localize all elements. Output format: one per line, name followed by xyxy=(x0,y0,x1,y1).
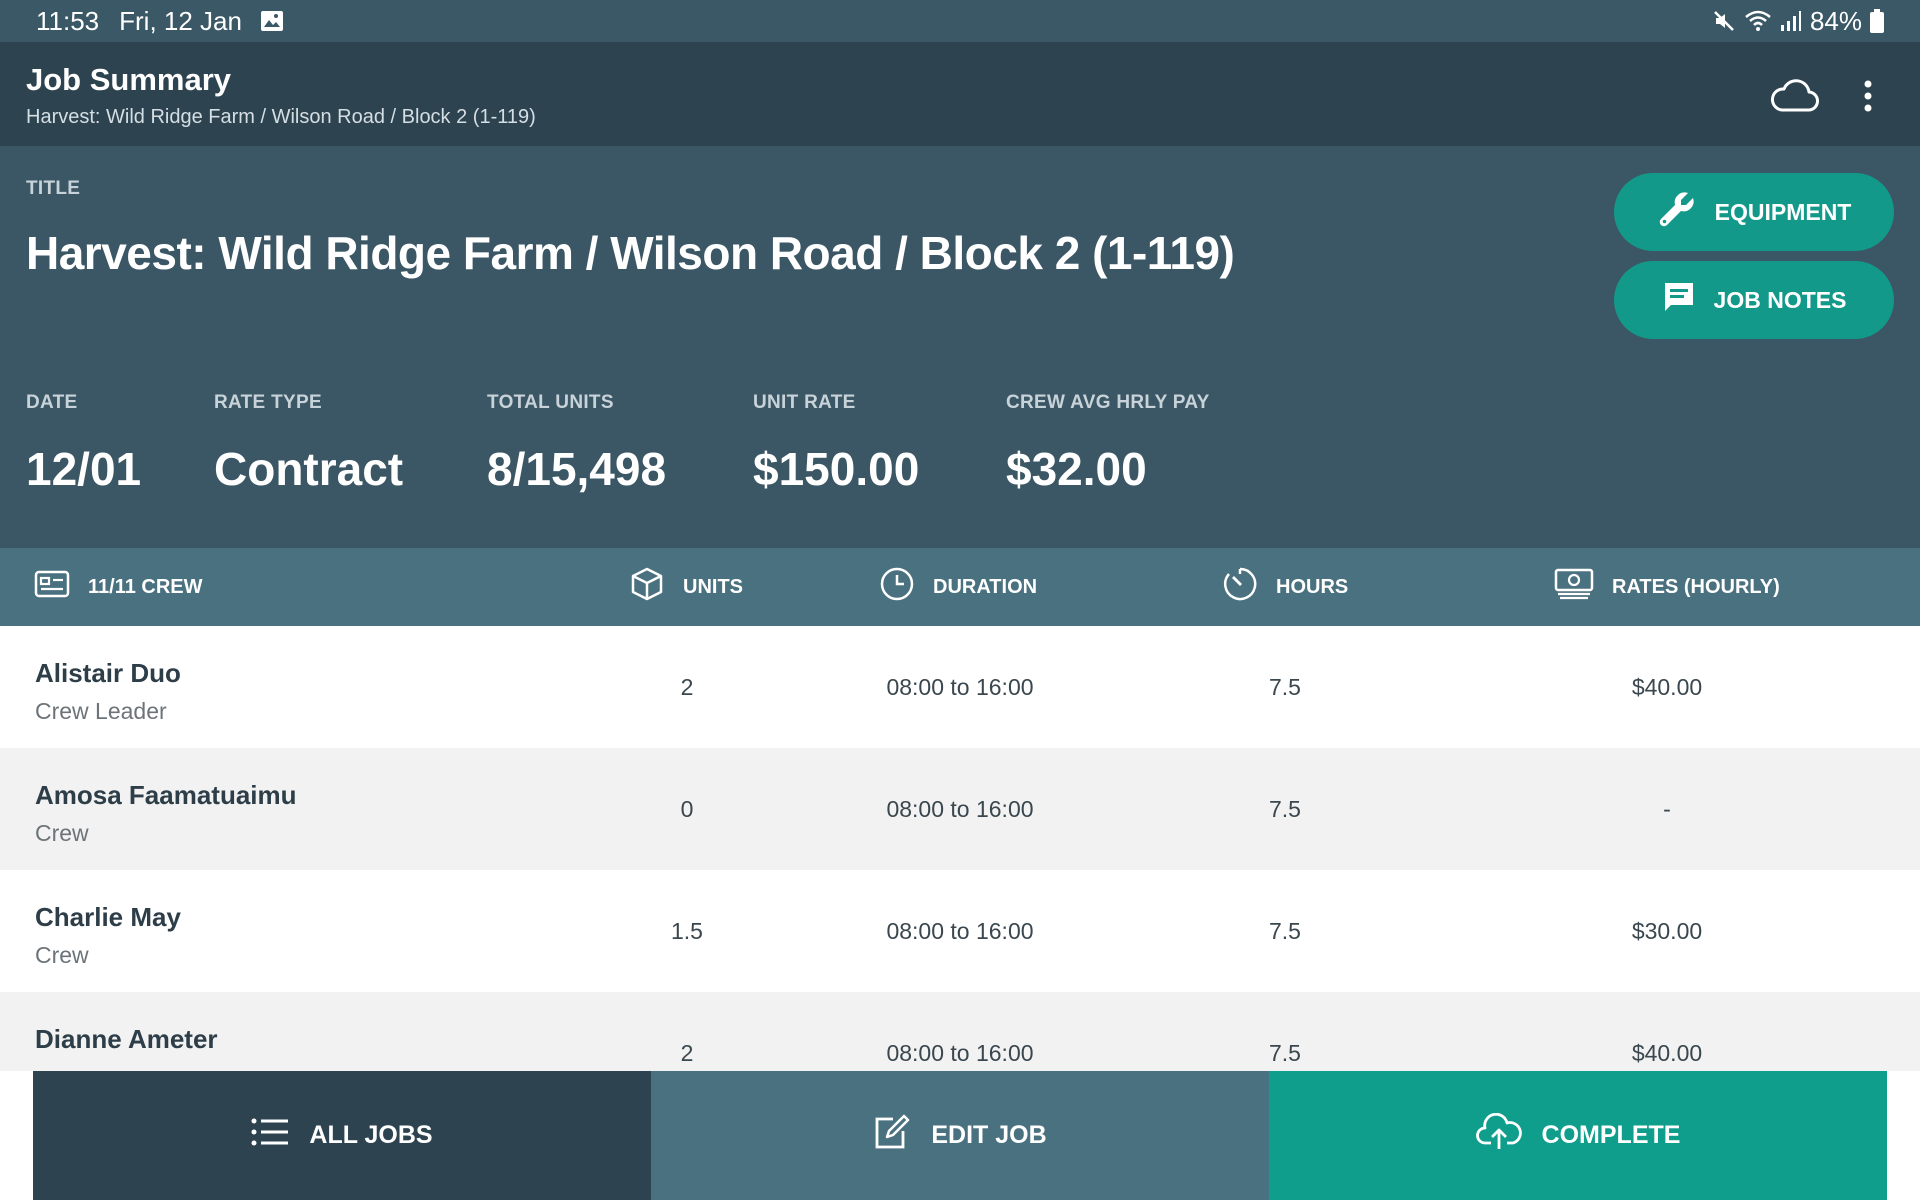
rates-header-label: RATES (HOURLY) xyxy=(1612,575,1780,598)
hours-column-header[interactable]: HOURS xyxy=(1222,548,1348,626)
crew-name: Dianne Ameter xyxy=(35,1024,218,1054)
cube-icon xyxy=(629,566,665,608)
units-cell: 0 xyxy=(680,795,694,822)
table-row[interactable]: Charlie May Crew 1.5 08:00 to 16:00 7.5 … xyxy=(0,870,1920,992)
crew-table-header: 11/11 CREW UNITS DURATION HOURS RATES (H… xyxy=(0,548,1920,626)
hours-cell: 7.5 xyxy=(1269,795,1301,822)
crew-name: Alistair Duo xyxy=(35,658,181,688)
status-time: 11:53 xyxy=(36,5,100,36)
rates-column-header[interactable]: RATES (HOURLY) xyxy=(1554,548,1780,626)
rate-cell: $30.00 xyxy=(1631,917,1703,944)
crew-name: Charlie May xyxy=(35,902,181,932)
units-cell: 1.5 xyxy=(671,917,703,944)
rate-type-label: RATE TYPE xyxy=(214,392,322,413)
id-card-icon xyxy=(34,570,70,604)
rate-cell: $40.00 xyxy=(1631,673,1703,700)
hours-cell: 7.5 xyxy=(1269,673,1301,700)
hours-header-label: HOURS xyxy=(1276,575,1349,598)
edit-job-button[interactable]: EDIT JOB xyxy=(651,1071,1269,1200)
duration-header-label: DURATION xyxy=(933,575,1038,598)
edit-icon xyxy=(873,1113,911,1158)
hours-cell: 7.5 xyxy=(1269,1039,1301,1066)
duration-cell: 08:00 to 16:00 xyxy=(886,1039,1034,1066)
date-value: 12/01 xyxy=(26,443,142,495)
total-units-label: TOTAL UNITS xyxy=(487,392,614,413)
status-bar: 11:53 Fri, 12 Jan 84% xyxy=(0,0,1920,42)
battery-level: 84% xyxy=(1809,5,1862,36)
app-bar: Job Summary Harvest: Wild Ridge Farm / W… xyxy=(0,42,1920,146)
crew-header-label: 11/11 CREW xyxy=(88,575,203,598)
mute-icon xyxy=(1712,9,1736,33)
cloud-icon[interactable] xyxy=(1770,78,1820,119)
crew-name: Amosa Faamatuaimu xyxy=(35,780,297,810)
units-header-label: UNITS xyxy=(683,575,743,598)
money-icon xyxy=(1554,568,1594,606)
job-notes-button[interactable]: JOB NOTES xyxy=(1614,261,1894,339)
units-cell: 2 xyxy=(680,673,694,700)
table-row[interactable]: Alistair Duo Crew Leader 2 08:00 to 16:0… xyxy=(0,626,1920,748)
status-date: Fri, 12 Jan xyxy=(119,5,242,36)
crew-avg-pay-label: CREW AVG HRLY PAY xyxy=(1006,392,1210,413)
hours-cell: 7.5 xyxy=(1269,917,1301,944)
complete-label: COMPLETE xyxy=(1541,1121,1681,1149)
job-summary-panel: TITLE Harvest: Wild Ridge Farm / Wilson … xyxy=(0,146,1920,548)
crew-role: Crew xyxy=(35,942,89,968)
unit-rate-value: $150.00 xyxy=(753,443,920,495)
units-cell: 2 xyxy=(680,1039,694,1066)
wrench-icon xyxy=(1657,189,1697,235)
table-row[interactable]: Amosa Faamatuaimu Crew 0 08:00 to 16:00 … xyxy=(0,748,1920,870)
app-bar-subtitle: Harvest: Wild Ridge Farm / Wilson Road /… xyxy=(26,106,536,128)
equipment-button[interactable]: EQUIPMENT xyxy=(1614,173,1894,251)
app-bar-title: Job Summary xyxy=(26,62,232,97)
crew-column-header[interactable]: 11/11 CREW xyxy=(34,548,203,626)
bottom-action-bar: ALL JOBS EDIT JOB COMPLETE xyxy=(33,1071,1887,1200)
title-label: TITLE xyxy=(26,178,81,199)
battery-icon xyxy=(1870,9,1884,33)
unit-rate-label: UNIT RATE xyxy=(753,392,856,413)
rate-cell: $40.00 xyxy=(1631,1039,1703,1066)
gallery-icon xyxy=(260,10,284,32)
bottom-margin-left xyxy=(0,1071,33,1200)
list-icon xyxy=(251,1117,289,1154)
timer-icon xyxy=(1222,566,1258,608)
rate-cell: - xyxy=(1663,795,1671,822)
job-notes-button-label: JOB NOTES xyxy=(1713,286,1847,313)
bottom-margin-right xyxy=(1887,1071,1920,1200)
rate-type-value: Contract xyxy=(214,443,404,495)
total-units-value: 8/15,498 xyxy=(487,443,667,495)
wifi-icon xyxy=(1744,9,1772,33)
chat-icon xyxy=(1662,280,1696,320)
duration-cell: 08:00 to 16:00 xyxy=(886,917,1034,944)
crew-role: Crew Leader xyxy=(35,698,167,724)
units-column-header[interactable]: UNITS xyxy=(629,548,743,626)
complete-button[interactable]: COMPLETE xyxy=(1269,1071,1887,1200)
crew-role: Crew xyxy=(35,820,89,846)
date-label: DATE xyxy=(26,392,78,413)
duration-column-header[interactable]: DURATION xyxy=(879,548,1037,626)
clock-icon xyxy=(879,566,915,608)
equipment-button-label: EQUIPMENT xyxy=(1714,198,1852,225)
signal-icon xyxy=(1780,10,1802,32)
more-vert-icon[interactable] xyxy=(1860,78,1876,119)
all-jobs-button[interactable]: ALL JOBS xyxy=(33,1071,651,1200)
all-jobs-label: ALL JOBS xyxy=(309,1121,433,1149)
crew-avg-pay-value: $32.00 xyxy=(1006,443,1147,495)
upload-cloud-icon xyxy=(1475,1112,1522,1158)
duration-cell: 08:00 to 16:00 xyxy=(886,673,1034,700)
job-title: Harvest: Wild Ridge Farm / Wilson Road /… xyxy=(26,227,1235,279)
edit-job-label: EDIT JOB xyxy=(931,1121,1047,1149)
duration-cell: 08:00 to 16:00 xyxy=(886,795,1034,822)
